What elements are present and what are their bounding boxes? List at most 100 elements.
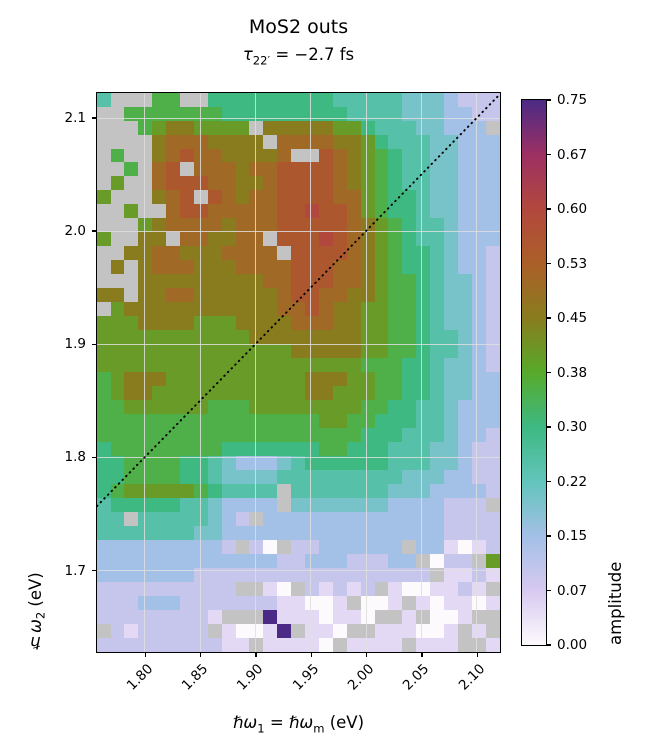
heatmap-cell <box>430 386 445 401</box>
heatmap-cell <box>277 288 292 303</box>
heatmap-cell <box>124 623 139 638</box>
heatmap-cell <box>416 302 431 317</box>
heatmap-cell <box>360 288 375 303</box>
heatmap-cell <box>416 204 431 219</box>
heatmap-cell <box>444 190 458 205</box>
heatmap-cell <box>305 553 319 568</box>
heatmap-cell <box>277 483 292 498</box>
heatmap-cell <box>318 330 333 345</box>
heatmap-cell <box>346 400 361 415</box>
heatmap-cell <box>96 595 111 610</box>
heatmap-cell <box>152 525 167 540</box>
heatmap-cell <box>277 372 292 387</box>
heatmap-cell <box>416 609 431 624</box>
heatmap-cell <box>263 344 278 359</box>
heatmap-cell <box>96 232 111 247</box>
heatmap-cell <box>471 511 486 526</box>
heatmap-cell <box>444 483 458 498</box>
heatmap-cell <box>124 414 139 428</box>
heatmap-cell <box>360 232 375 247</box>
heatmap-cell <box>430 595 445 610</box>
heatmap-cell <box>263 525 278 540</box>
heatmap-cell <box>332 204 347 219</box>
heatmap-cell <box>193 483 208 498</box>
heatmap-cell <box>416 581 431 596</box>
heatmap-cell <box>471 469 486 484</box>
heatmap-cell <box>471 330 486 345</box>
heatmap-cell <box>402 623 417 638</box>
heatmap-cell <box>374 204 389 219</box>
heatmap-cell <box>318 567 333 582</box>
heatmap-cell <box>110 260 125 275</box>
heatmap-cell <box>457 176 472 191</box>
heatmap-cell <box>444 176 458 191</box>
heatmap-cell <box>263 316 278 331</box>
heatmap-cell <box>235 483 250 498</box>
heatmap-cell <box>457 162 472 177</box>
heatmap-cell <box>485 455 500 470</box>
heatmap-cell <box>471 386 486 401</box>
heatmap-cell <box>346 260 361 275</box>
heatmap-cell <box>444 623 458 638</box>
heatmap-cell <box>193 595 208 610</box>
heatmap-cell <box>207 106 222 121</box>
colorbar <box>520 98 547 646</box>
heatmap-cell <box>305 539 319 554</box>
heatmap-cell <box>138 414 153 428</box>
heatmap-cell <box>318 441 333 456</box>
heatmap-cell <box>193 567 208 582</box>
heatmap-cell <box>388 106 403 121</box>
heatmap-cell <box>110 232 125 247</box>
heatmap-cell <box>138 344 153 359</box>
heatmap-cell <box>193 288 208 303</box>
heatmap-cell <box>388 400 403 415</box>
heatmap-cell <box>332 344 347 359</box>
heatmap-cell <box>457 428 472 442</box>
heatmap-cell <box>249 483 264 498</box>
x-tick <box>366 652 368 657</box>
heatmap-cell <box>346 92 361 107</box>
heatmap-cell <box>138 106 153 121</box>
heatmap-cell <box>193 134 208 149</box>
heatmap-cell <box>374 246 389 261</box>
heatmap-cell <box>416 330 431 345</box>
heatmap-cell <box>96 302 111 317</box>
heatmap-cell <box>360 400 375 415</box>
colorbar-tick-label: 0.30 <box>557 419 588 435</box>
heatmap-cell <box>318 372 333 387</box>
heatmap-cell <box>485 441 500 456</box>
heatmap-cell <box>249 260 264 275</box>
heatmap-cell <box>207 316 222 331</box>
heatmap-cell <box>388 372 403 387</box>
heatmap-cell <box>166 595 180 610</box>
heatmap-cell <box>360 483 375 498</box>
heatmap-cell <box>110 469 125 484</box>
heatmap-cell <box>179 497 194 512</box>
heatmap-cell <box>388 218 403 233</box>
heatmap-cell <box>207 623 222 638</box>
heatmap-cell <box>305 400 319 415</box>
heatmap-cell <box>96 106 111 121</box>
heatmap-cell <box>318 469 333 484</box>
heatmap-cell <box>332 441 347 456</box>
heatmap-cell <box>305 148 319 163</box>
heatmap-cell <box>193 428 208 442</box>
heatmap-cell <box>179 330 194 345</box>
heatmap-cell <box>249 344 264 359</box>
heatmap-cell <box>277 162 292 177</box>
heatmap-cell <box>402 232 417 247</box>
heatmap-cell <box>457 330 472 345</box>
heatmap-cell <box>332 232 347 247</box>
colorbar-tick <box>546 644 551 646</box>
heatmap-cell <box>291 525 306 540</box>
heatmap-cell <box>388 344 403 359</box>
heatmap-cell <box>193 455 208 470</box>
heatmap-cell <box>277 148 292 163</box>
heatmap-cell <box>263 302 278 317</box>
heatmap-cell <box>360 260 375 275</box>
heatmap-cell <box>179 581 194 596</box>
heatmap-cell <box>152 344 167 359</box>
heatmap-cell <box>110 218 125 233</box>
heatmap-cell <box>235 302 250 317</box>
